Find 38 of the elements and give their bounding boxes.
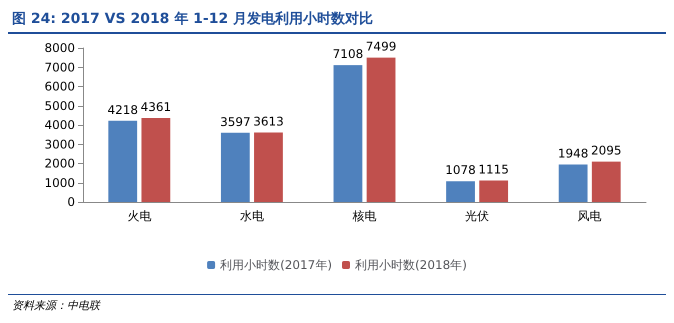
- bar: [334, 65, 362, 202]
- data-label: 7499: [366, 40, 396, 54]
- bar: [108, 120, 138, 202]
- y-tick-label: 3000: [44, 137, 75, 152]
- bar: [220, 132, 250, 202]
- data-label: 3613: [253, 114, 284, 128]
- bar: [254, 132, 283, 202]
- chart-title: 图 24: 2017 VS 2018 年 1-12 月发电利用小时数对比: [12, 10, 374, 28]
- data-label: 3597: [220, 114, 251, 129]
- y-tick-label: 6000: [44, 80, 75, 94]
- x-tick-label: 水电: [240, 209, 264, 223]
- x-tick-label: 风电: [578, 209, 602, 223]
- y-tick-label: 4000: [44, 118, 75, 132]
- y-tick-label: 2000: [44, 156, 75, 170]
- x-tick-label: 火电: [127, 209, 152, 223]
- y-tick-label: 0: [67, 195, 75, 209]
- bar: [592, 162, 621, 202]
- bar: [141, 118, 170, 202]
- x-tick-label: 光伏: [465, 209, 490, 223]
- y-tick-label: 7000: [44, 60, 75, 74]
- bar: [479, 180, 508, 202]
- y-tick-label: 1000: [44, 176, 75, 190]
- legend-label: 利用小时数(2018年): [355, 258, 467, 272]
- legend-label: 利用小时数(2017年): [220, 258, 332, 272]
- y-tick-label: 8000: [44, 41, 75, 55]
- data-label: 1948: [558, 146, 588, 160]
- bar: [446, 181, 475, 202]
- text: 资料来源：中电联: [12, 298, 100, 313]
- bar: [366, 58, 396, 202]
- data-label: 4218: [107, 102, 138, 117]
- data-label: 1078: [445, 163, 476, 178]
- data-label: 2095: [590, 144, 622, 158]
- data-label: 1115: [478, 162, 509, 177]
- x-tick-label: 核电: [352, 209, 376, 223]
- data-label: 4361: [140, 100, 172, 114]
- bar: [558, 164, 588, 202]
- data-label: 7108: [332, 47, 364, 62]
- y-tick-label: 5000: [44, 98, 75, 113]
